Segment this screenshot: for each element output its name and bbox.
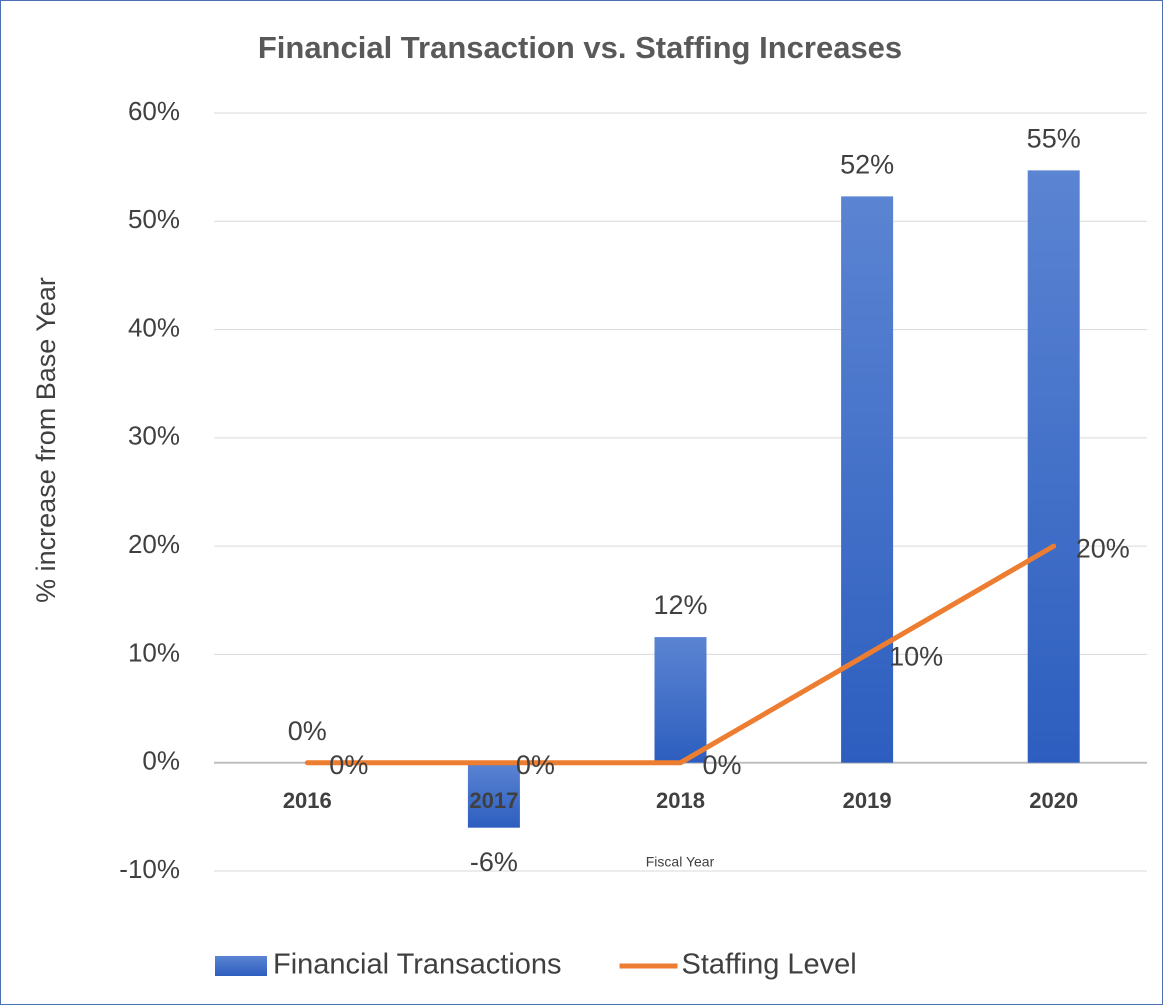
y-tick-label: 20%: [128, 529, 180, 559]
bar: [1027, 170, 1080, 763]
y-tick-label: 60%: [128, 96, 180, 126]
line-value-label: 20%: [1076, 533, 1130, 563]
bar-value-label: 55%: [1027, 124, 1081, 154]
x-tick-label: 2019: [843, 788, 892, 813]
bar: [654, 637, 707, 763]
y-tick-label: 50%: [128, 204, 180, 234]
line-value-label: 0%: [516, 750, 555, 780]
x-tick-label: 2018: [656, 788, 705, 813]
line-value-label: 0%: [703, 750, 742, 780]
bar-value-label: -6%: [470, 847, 518, 877]
x-tick-label: 2017: [469, 788, 518, 813]
bar: [467, 762, 520, 828]
legend-swatch: [215, 956, 267, 976]
y-tick-label: 40%: [128, 312, 180, 342]
x-tick-label: 2016: [283, 788, 332, 813]
bar-value-label: 12%: [653, 590, 707, 620]
bar: [841, 196, 894, 763]
y-tick-label: 30%: [128, 421, 180, 451]
legend-label: Staffing Level: [682, 949, 857, 981]
x-tick-label: 2020: [1029, 788, 1078, 813]
x-axis-label: Fiscal Year: [646, 854, 715, 870]
bar-value-label: 52%: [840, 150, 894, 180]
line-value-label: 10%: [889, 642, 943, 672]
chart-title: Financial Transaction vs. Staffing Incre…: [258, 30, 902, 65]
line: [304, 543, 1057, 766]
line-value-label: 0%: [329, 750, 368, 780]
y-axis-label: % increase from Base Year: [31, 277, 61, 603]
y-tick-label: 0%: [142, 746, 180, 776]
y-tick-label: 10%: [128, 637, 180, 667]
bar-value-label: 0%: [288, 716, 327, 746]
y-tick-label: -10%: [119, 854, 180, 884]
legend-label: Financial Transactions: [273, 949, 562, 981]
